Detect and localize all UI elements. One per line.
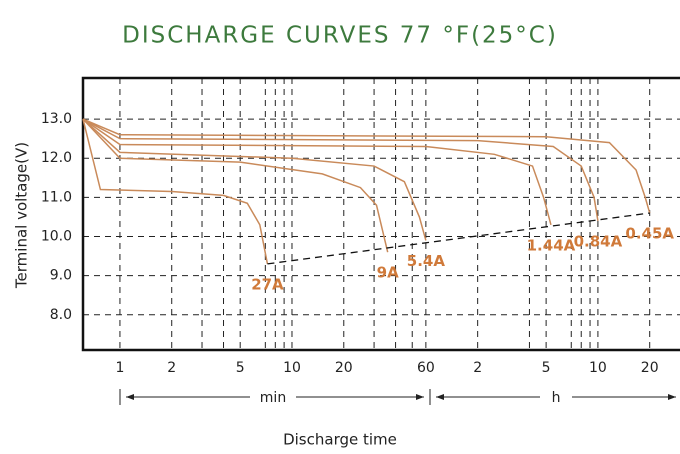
discharge-curve bbox=[82, 118, 651, 214]
discharge-curve bbox=[82, 118, 269, 265]
curve-label: 9A bbox=[377, 264, 399, 282]
x-tick-label: 10 bbox=[283, 360, 301, 376]
x-tick-label: 20 bbox=[335, 360, 353, 376]
curve-label: 0.84A bbox=[574, 232, 623, 250]
discharge-curve bbox=[82, 118, 552, 225]
x-tick-label: 10 bbox=[589, 360, 607, 376]
discharge-curve bbox=[82, 118, 427, 241]
curve-label: 1.44A bbox=[527, 236, 576, 254]
y-tick-label: 13.0 bbox=[41, 111, 72, 127]
curve-label: 27A bbox=[251, 275, 284, 293]
unit-min: min bbox=[260, 390, 286, 406]
y-tick-label: 10.0 bbox=[41, 229, 72, 245]
y-axis-label: Terminal voltage(V) bbox=[13, 142, 31, 289]
curve-label: 0.45A bbox=[625, 225, 674, 243]
x-tick-label: 60 bbox=[417, 360, 435, 376]
x-tick-label: 20 bbox=[641, 360, 659, 376]
x-axis-label: Discharge time bbox=[283, 431, 397, 449]
x-tick-label: 2 bbox=[473, 360, 482, 376]
time-brackets bbox=[119, 389, 676, 405]
y-tick-label: 11.0 bbox=[41, 189, 72, 205]
x-tick-label: 5 bbox=[542, 360, 551, 376]
x-tick-label: 2 bbox=[167, 360, 176, 376]
y-tick-label: 8.0 bbox=[50, 307, 72, 323]
unit-h: h bbox=[552, 390, 561, 406]
y-tick-label: 12.0 bbox=[41, 150, 72, 166]
chart-title: DISCHARGE CURVES 77 °F(25°C) bbox=[122, 23, 558, 49]
curve-label: 5.4A bbox=[407, 252, 446, 270]
x-tick-label: 5 bbox=[236, 360, 245, 376]
cutoff-line bbox=[267, 212, 650, 265]
discharge-curve bbox=[82, 118, 389, 253]
discharge-curve bbox=[82, 118, 599, 221]
y-tick-label: 9.0 bbox=[50, 268, 72, 284]
plot-frame bbox=[81, 76, 680, 352]
x-tick-label: 1 bbox=[115, 360, 124, 376]
